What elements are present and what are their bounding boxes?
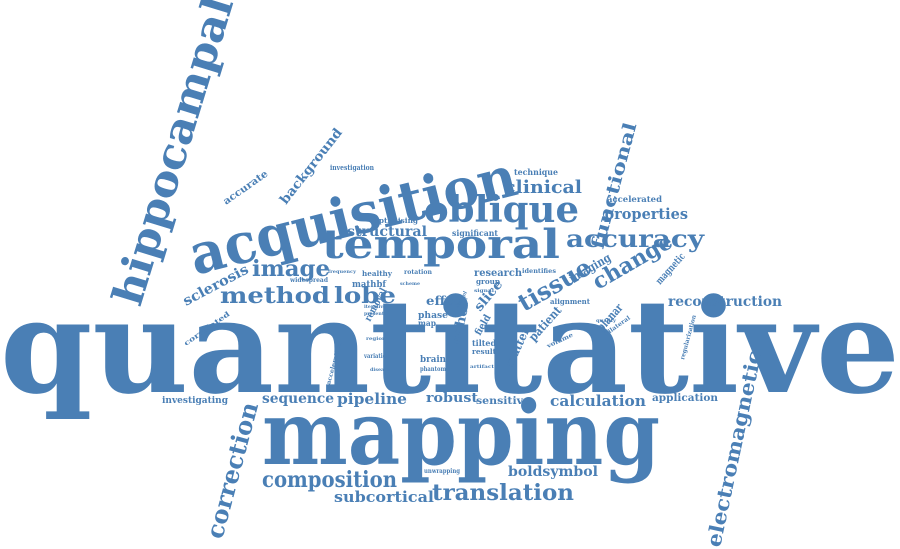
cloud-word: accurate <box>221 169 270 208</box>
cloud-word: reconstruction <box>668 294 782 310</box>
cloud-word: properties <box>604 205 688 223</box>
cloud-word: clinical <box>504 177 582 198</box>
cloud-word: temporal <box>322 221 560 268</box>
cloud-word: group <box>476 277 500 286</box>
cloud-word: phase <box>418 311 448 321</box>
cloud-word: tilted <box>472 338 496 348</box>
cloud-word: signal <box>474 288 494 294</box>
cloud-word: sensitive <box>476 396 530 407</box>
cloud-word: mathbf <box>352 280 387 290</box>
cloud-word: alignment <box>550 297 591 306</box>
cloud-word: result <box>472 347 497 356</box>
cloud-word: region <box>366 336 386 342</box>
cloud-word: optimising <box>374 216 418 225</box>
cloud-word: mapping <box>262 381 660 485</box>
cloud-word: research <box>474 268 523 279</box>
cloud-word: significant <box>452 228 498 238</box>
cloud-word: map <box>418 318 436 328</box>
cloud-word: identifies <box>522 268 557 275</box>
cloud-word: quantitative <box>0 270 900 423</box>
cloud-word: present <box>364 311 385 317</box>
cloud-word: composition <box>262 467 397 493</box>
cloud-word: variation <box>363 353 390 360</box>
cloud-word: robust <box>426 391 478 406</box>
cloud-word: brain <box>420 355 446 365</box>
cloud-word: pipeline <box>337 390 407 408</box>
cloud-word: effect <box>426 294 469 308</box>
cloud-word: accuracy <box>566 224 705 253</box>
cloud-word: quality <box>596 318 617 324</box>
cloud-word: unwrapping <box>424 468 461 475</box>
cloud-word: healthy <box>362 269 393 278</box>
cloud-word: calculation <box>550 392 646 410</box>
cloud-word: rotation <box>404 269 433 276</box>
cloud-word: phantom <box>420 366 447 373</box>
cloud-word: disease <box>370 367 390 373</box>
cloud-word: sequence <box>262 391 334 407</box>
cloud-word: method <box>220 283 330 309</box>
cloud-word: frequency <box>328 269 357 275</box>
cloud-word: translation <box>432 480 574 506</box>
cloud-word: technique <box>514 167 558 177</box>
cloud-word: scheme <box>400 281 420 287</box>
cloud-word: accelerated <box>607 194 662 204</box>
cloud-word: artifact <box>470 364 495 370</box>
cloud-word: iterative <box>364 304 386 310</box>
cloud-word: subcortical <box>334 488 434 506</box>
cloud-word: image <box>252 256 330 282</box>
cloud-word: structural <box>347 224 427 240</box>
cloud-word: investigation <box>330 163 374 172</box>
cloud-word: boldsymbol <box>508 464 598 480</box>
cloud-word: lobe <box>334 283 396 309</box>
cloud-word: widespread <box>289 277 329 284</box>
cloud-word: investigating <box>162 396 229 406</box>
cloud-word: application <box>652 393 719 404</box>
cloud-word: oblique <box>424 189 579 231</box>
